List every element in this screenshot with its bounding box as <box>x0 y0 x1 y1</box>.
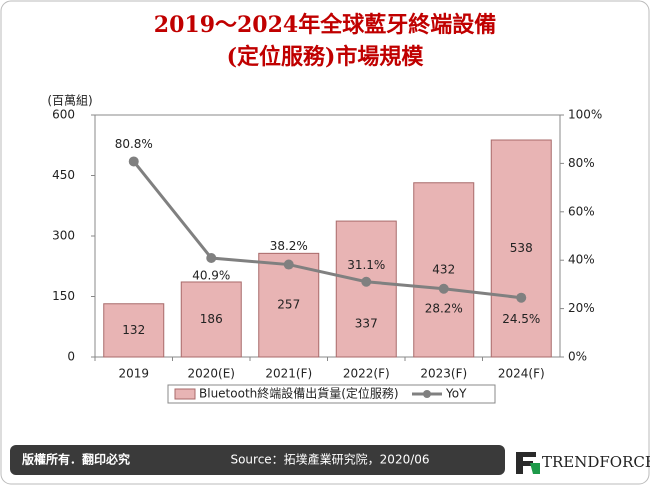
yoy-marker <box>128 156 139 167</box>
chart-title: 2019～2024年全球藍牙終端設備 <box>154 12 496 38</box>
bar <box>335 220 397 358</box>
yoy-marker <box>516 292 527 303</box>
bar <box>103 303 165 358</box>
x-tick-label: 2024(F) <box>498 367 545 381</box>
logo-icon <box>516 452 536 474</box>
y2-tick-label: 20% <box>568 301 595 315</box>
y-axis-label: (百萬組) <box>47 94 92 108</box>
bar-value-label: 432 <box>432 262 455 276</box>
bar-value-label: 337 <box>355 317 378 331</box>
yoy-value-label: 40.9% <box>192 269 230 283</box>
bar-value-label: 257 <box>277 298 300 312</box>
yoy-value-label: 31.1% <box>347 258 385 272</box>
legend <box>167 384 496 404</box>
copyright: 版權所有．翻印必究 <box>22 452 130 467</box>
x-tick-label: 2019 <box>118 367 149 381</box>
y-tick-label: 300 <box>52 229 75 243</box>
yoy-value-label: 28.2% <box>425 301 463 315</box>
y-tick-label: 0 <box>67 350 75 364</box>
legend-swatch <box>174 388 196 400</box>
x-tick-label: 2020(E) <box>188 367 235 381</box>
y2-tick-label: 100% <box>568 108 602 122</box>
y2-tick-label: 60% <box>568 204 595 218</box>
y2-tick-label: 0% <box>568 350 587 364</box>
x-tick-label: 2023(F) <box>420 367 467 381</box>
y-tick-label: 600 <box>52 108 75 122</box>
yoy-marker <box>206 253 217 264</box>
yoy-marker <box>438 283 449 294</box>
bar <box>180 281 242 358</box>
yoy-value-label: 80.8% <box>115 137 153 151</box>
chart-subtitle: (定位服務)市場規模 <box>227 44 425 70</box>
bar-value-label: 186 <box>200 312 223 326</box>
logo-text: TRENDFORCE <box>542 453 650 471</box>
x-tick-label: 2021(F) <box>265 367 312 381</box>
x-tick-label: 2022(F) <box>343 367 390 381</box>
footer-bar <box>10 445 505 475</box>
legend-marker <box>423 390 431 398</box>
yoy-value-label: 38.2% <box>270 239 308 253</box>
yoy-value-label: 24.5% <box>502 312 540 326</box>
y-tick-label: 450 <box>52 168 75 182</box>
bar-value-label: 132 <box>122 323 145 337</box>
y2-tick-label: 40% <box>568 253 595 267</box>
legend-label: YoY <box>445 387 467 401</box>
y-tick-label: 150 <box>52 289 75 303</box>
bar <box>490 139 552 358</box>
yoy-marker <box>283 259 294 270</box>
yoy-marker <box>361 276 372 287</box>
bar <box>413 182 475 358</box>
source: Source：拓墣產業研究院，2020/06 <box>230 452 429 467</box>
yoy-line <box>132 160 522 300</box>
legend-label: Bluetooth終端設備出貨量(定位服務) <box>199 386 399 401</box>
bar <box>258 252 320 358</box>
bar-value-label: 538 <box>510 241 533 255</box>
logo-accent <box>530 463 540 474</box>
y2-tick-label: 80% <box>568 156 595 170</box>
